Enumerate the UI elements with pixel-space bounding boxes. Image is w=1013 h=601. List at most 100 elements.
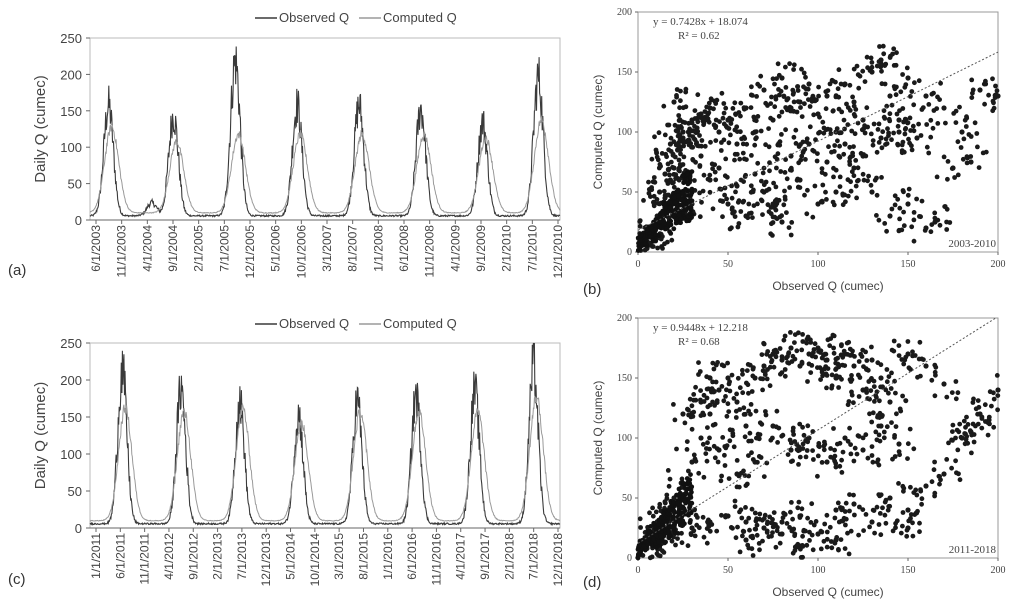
data-point-b-j238 [745, 215, 751, 221]
data-point-d-j680 [995, 407, 1000, 413]
data-point-b-j756 [766, 144, 772, 150]
data-point-b-65 [824, 159, 830, 165]
data-point-b-j267 [994, 88, 1000, 94]
data-point-d-j649 [901, 488, 906, 494]
data-point-d-j715 [847, 508, 852, 514]
data-point-d-j293 [867, 524, 872, 530]
data-point-b-j359 [651, 175, 657, 180]
data-point-b-j388 [692, 178, 697, 183]
data-point-d-j453 [891, 348, 897, 354]
data-point-b-j722 [786, 225, 792, 231]
data-point-d-j456 [779, 433, 785, 439]
panel-c: 0 50 100 150 200 250 Daily Q (cumec) 1/1/2011 6/… [8, 316, 565, 588]
data-point-d-j36 [733, 535, 739, 541]
data-point-d-j473 [987, 389, 993, 395]
y-tick-label-d-4: 200 [617, 313, 632, 324]
data-point-d-c250 [677, 502, 683, 508]
data-point-d-j717 [893, 424, 899, 429]
data-point-d-j500 [800, 332, 805, 337]
data-point-b-j543 [822, 171, 828, 177]
data-point-d-j162 [876, 522, 882, 527]
data-point-b-j849 [907, 140, 912, 146]
data-point-d-j522 [807, 538, 812, 543]
data-point-b-j469 [958, 145, 964, 150]
data-point-d-27 [869, 357, 875, 363]
data-point-b-j599 [957, 104, 962, 110]
data-point-b-c228 [684, 218, 690, 224]
data-point-d-j289 [770, 530, 775, 535]
data-point-d-j561 [767, 383, 773, 389]
data-point-b-j651 [757, 83, 763, 89]
data-point-b-j546 [742, 156, 747, 162]
data-point-d-j4 [842, 509, 848, 514]
data-point-d-j520 [751, 365, 756, 370]
data-point-d-j773 [674, 446, 679, 452]
data-point-d-j406 [796, 462, 801, 467]
data-point-d-j865 [833, 461, 839, 466]
data-point-d-j769 [868, 388, 874, 393]
data-point-b-j545 [776, 113, 782, 119]
data-point-b-j669 [810, 147, 816, 153]
data-point-d-45 [833, 507, 839, 513]
data-point-d-j872 [986, 414, 992, 420]
data-point-b-j877 [688, 128, 694, 134]
data-point-d-j644 [760, 368, 766, 374]
data-point-d-j220 [900, 523, 905, 529]
x-tick-label-c-7: 12/1/2013 [259, 533, 273, 587]
data-point-b-c251 [671, 194, 677, 200]
data-point-b-j811 [892, 86, 898, 92]
data-point-b-j15 [972, 120, 978, 126]
data-point-d-j704 [705, 404, 711, 410]
data-point-d-13 [743, 423, 749, 429]
x-tick-label-b-3: 150 [901, 259, 916, 270]
data-point-b-j281 [803, 91, 809, 97]
data-point-d-j515 [679, 476, 685, 482]
data-point-b-23 [806, 81, 812, 87]
data-point-d-j720 [794, 447, 800, 452]
data-point-d-42 [779, 519, 785, 525]
data-point-b-j578 [894, 111, 900, 117]
data-point-d-j75 [851, 492, 856, 498]
data-point-b-j410 [779, 132, 784, 137]
data-point-d-49 [905, 507, 911, 513]
data-point-d-j737 [842, 363, 848, 368]
data-point-d-12 [734, 399, 740, 405]
data-point-d-j506 [710, 360, 716, 366]
data-point-d-j584 [817, 365, 823, 371]
data-point-d-j827 [738, 470, 744, 476]
data-point-b-j43 [911, 217, 917, 223]
data-point-d-j613 [937, 481, 942, 487]
data-point-b-j214 [975, 144, 980, 150]
data-point-d-j302 [795, 505, 801, 511]
data-point-d-j314 [734, 484, 740, 490]
data-point-d-j267 [806, 361, 812, 367]
data-point-b-j527 [671, 184, 677, 190]
data-point-d-j804 [800, 544, 806, 549]
data-point-b-j560 [874, 149, 880, 155]
data-point-d-j791 [890, 456, 895, 462]
data-point-d-j612 [730, 525, 735, 531]
data-point-d-j853 [748, 402, 754, 407]
data-point-b-j632 [877, 44, 882, 49]
data-point-b-25 [824, 93, 830, 99]
data-point-b-j647 [911, 210, 917, 215]
data-point-d-j405 [710, 379, 715, 385]
data-point-d-j839 [861, 528, 866, 533]
data-point-b-j892 [773, 94, 779, 100]
data-point-d-j851 [684, 439, 690, 444]
data-point-b-j706 [848, 179, 853, 185]
trendline-b [637, 51, 999, 231]
data-point-b-j613 [887, 118, 893, 124]
data-point-b-56 [671, 99, 677, 105]
data-point-d-j358 [874, 389, 880, 395]
data-point-d-j221 [741, 405, 747, 411]
data-point-d-j331 [985, 432, 991, 438]
data-point-d-j488 [784, 355, 789, 361]
x-tick-label-a-5: 7/1/2005 [217, 225, 231, 272]
data-point-d-j412 [727, 388, 733, 394]
data-point-b-j208 [655, 157, 661, 163]
data-point-d-j102 [734, 391, 739, 397]
data-point-d-j803 [877, 415, 882, 420]
data-point-b-j707 [772, 154, 778, 160]
data-point-d-j222 [877, 511, 883, 516]
